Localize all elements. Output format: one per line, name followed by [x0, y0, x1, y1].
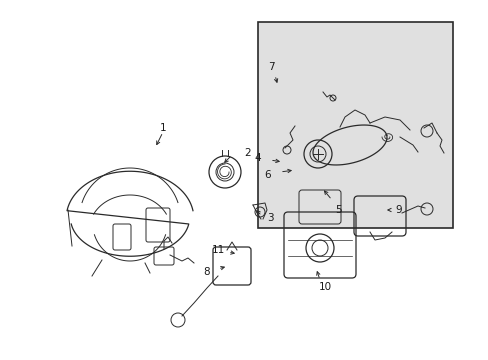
Text: 6: 6 — [264, 170, 271, 180]
Bar — [258, 22, 452, 228]
Text: 2: 2 — [244, 148, 251, 158]
Text: 5: 5 — [334, 205, 341, 215]
Text: 11: 11 — [211, 245, 224, 255]
Text: 3: 3 — [266, 213, 273, 223]
Text: 8: 8 — [203, 267, 210, 277]
Text: 9: 9 — [395, 205, 402, 215]
Text: 4: 4 — [254, 153, 261, 163]
Text: 7: 7 — [267, 62, 274, 72]
Text: 10: 10 — [318, 282, 331, 292]
Text: 1: 1 — [160, 123, 166, 133]
